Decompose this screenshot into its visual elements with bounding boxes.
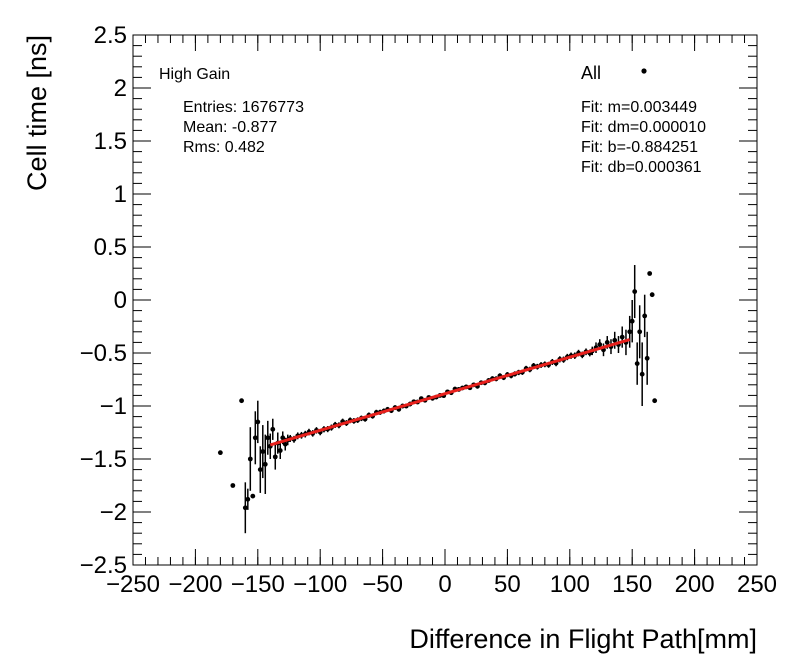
data-point [652, 398, 658, 404]
data-point [629, 318, 635, 324]
y-tick-label: −2.5 [80, 552, 127, 579]
y-tick-label: 0.5 [94, 234, 127, 261]
legend-marker [641, 68, 647, 74]
y-tick-label: −1.5 [80, 446, 127, 473]
x-tick-label: 0 [438, 571, 451, 598]
legend-entry-label: All [581, 63, 601, 83]
data-point [255, 419, 261, 425]
data-point [242, 505, 248, 511]
x-tick-label: 200 [675, 571, 715, 598]
y-tick-label: −1 [100, 393, 127, 420]
y-tick-label: 2.5 [94, 22, 127, 49]
data-point [647, 271, 653, 276]
x-tick-labels: −250 −200 −150 −100 −50 0 50 100 150 200 250 [106, 571, 777, 598]
data-point [637, 329, 643, 335]
data-point [262, 461, 268, 467]
data-point [597, 342, 603, 347]
data-point [604, 340, 610, 345]
x-tick-label: 250 [737, 571, 777, 598]
fit-slope-error-text: Fit: dm=0.000010 [581, 119, 706, 136]
data-point [612, 337, 618, 343]
data-point [282, 441, 288, 447]
x-tick-label: −250 [106, 571, 160, 598]
x-tick-label: −150 [231, 571, 285, 598]
data-point [642, 313, 648, 319]
fit-line [269, 338, 631, 447]
fit-intercept-error-text: Fit: db=0.000361 [581, 159, 702, 176]
stats-label: High Gain [159, 66, 230, 83]
data-point [260, 449, 266, 454]
y-tick-label: −2 [100, 499, 127, 526]
data-point [245, 496, 251, 502]
y-tick-label: 2 [114, 75, 127, 102]
stats-mean: Mean: -0.877 [183, 119, 277, 136]
data-point [639, 371, 645, 377]
data-point [217, 450, 223, 456]
data-point [277, 448, 283, 453]
y-tick-label: 1.5 [94, 128, 127, 155]
data-point [257, 467, 263, 472]
data-point [280, 435, 286, 441]
data-point [634, 361, 640, 366]
x-tick-label: 150 [612, 571, 652, 598]
x-tick-label: −100 [293, 571, 347, 598]
stats-rms: Rms: 0.482 [183, 139, 265, 156]
x-axis-title: Difference in Flight Path[mm] [409, 624, 757, 654]
fit-intercept-text: Fit: b=-0.884251 [581, 139, 698, 156]
stats-entries: Entries: 1676773 [183, 99, 304, 116]
data-point [649, 292, 655, 298]
data-point [252, 435, 258, 441]
fit-slope-text: Fit: m=0.003449 [581, 99, 697, 116]
x-tick-label: −200 [168, 571, 222, 598]
data-point [239, 398, 244, 404]
data-point [270, 426, 276, 432]
x-tick-label: 100 [550, 571, 590, 598]
data-point [247, 456, 253, 462]
data-point [627, 329, 633, 335]
data-point [250, 493, 256, 499]
data-point [644, 355, 650, 361]
axis-ticks [132, 34, 758, 566]
x-tick-label: −50 [362, 571, 403, 598]
y-tick-label: 1 [114, 181, 127, 208]
x-tick-label: 50 [494, 571, 521, 598]
y-axis-title: Cell time [ns] [22, 35, 52, 191]
data-point [619, 334, 625, 340]
data-point [230, 483, 236, 488]
y-tick-label: 0 [114, 287, 127, 314]
data-point [265, 435, 271, 441]
y-tick-label: −0.5 [80, 340, 127, 367]
data-point [632, 289, 638, 294]
data-point [272, 454, 278, 460]
y-tick-labels: −2.5 −2 −1.5 −1 −0.5 0 0.5 1 1.5 2 2.5 [80, 22, 127, 579]
